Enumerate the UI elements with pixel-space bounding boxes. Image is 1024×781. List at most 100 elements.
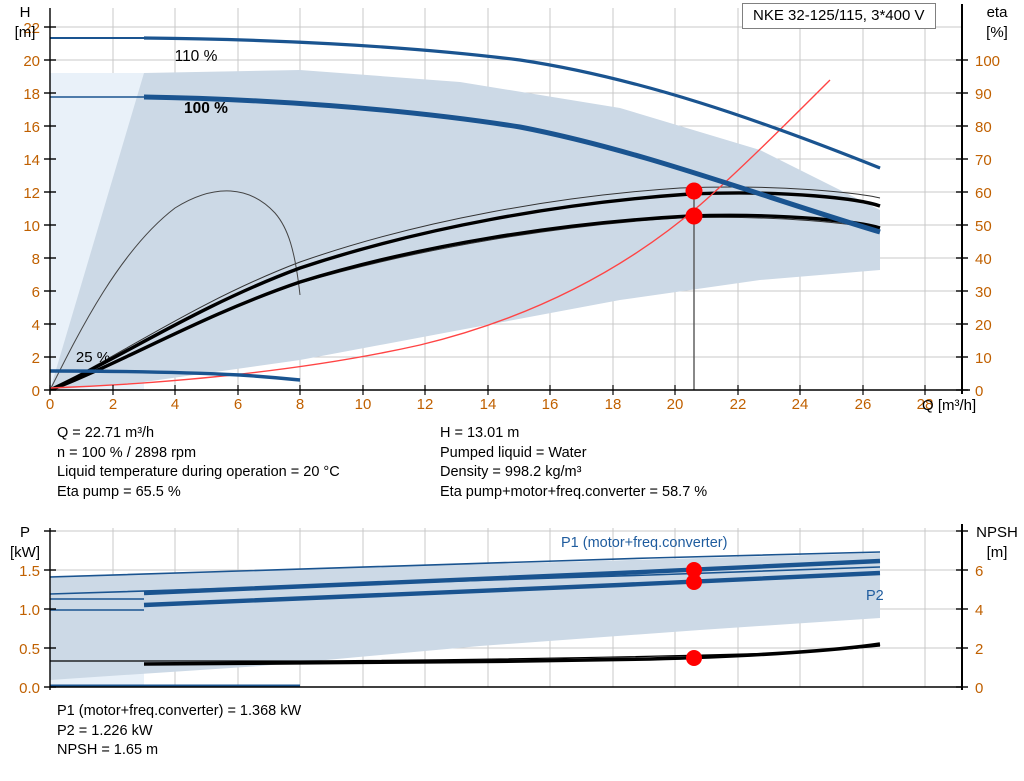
svg-text:18: 18 [23,86,40,103]
svg-text:18: 18 [605,396,622,413]
curve-head-low-speed [50,369,301,382]
y-axis-title-p-line2: [kW] [10,544,40,561]
info-block-left: Q = 22.71 m³/h n = 100 % / 2898 rpm Liqu… [57,424,340,502]
y-axis-title-p-line1: P [20,524,30,541]
curve-p2-100 [143,570,881,608]
power-npsh-chart: 0.0 0.5 1.0 1.5 0 2 4 6 [0,520,1024,700]
operating-point-head [685,182,703,200]
curve-p1-100 [143,558,881,596]
x-axis-title-q: Q [m³/h] [922,397,976,414]
curve-head-110-thick [143,36,881,170]
y-axis-title-h-line1: H [20,4,31,21]
info-p1: P1 (motor+freq.converter) = 1.368 kW [57,703,302,719]
svg-text:14: 14 [23,152,40,169]
svg-text:80: 80 [975,119,992,136]
curve-eta-thin-upper [50,186,881,390]
head-chart-svg: 0 2 4 6 8 10 12 14 16 18 20 22 [15,4,1009,414]
svg-text:10: 10 [23,218,40,235]
info-block-bottom: P1 (motor+freq.converter) = 1.368 kW P2 … [57,702,301,761]
y-axis-title-h-line2: [m] [15,24,36,41]
svg-text:20: 20 [667,396,684,413]
y-ticks-left-bottom: 0.0 0.5 1.0 1.5 [19,530,56,697]
svg-text:4: 4 [975,602,983,619]
info-etapump: Eta pump = 65.5 % [57,483,181,500]
svg-text:40: 40 [975,251,992,268]
svg-text:50: 50 [975,218,992,235]
svg-text:16: 16 [23,119,40,136]
svg-text:10: 10 [355,396,372,413]
svg-text:0.5: 0.5 [19,641,40,658]
svg-text:4: 4 [171,396,179,413]
annotation-110-percent: 110 % [175,48,218,65]
svg-text:12: 12 [23,185,40,202]
svg-text:1.0: 1.0 [19,602,40,619]
info-temp: Liquid temperature during operation = 20… [57,464,340,480]
svg-text:14: 14 [480,396,497,413]
y-axis-title-npsh-line2: [m] [987,544,1008,561]
power-chart-svg: 0.0 0.5 1.0 1.5 0 2 4 6 [10,524,1018,697]
curve-eta-total [50,213,881,390]
info-q: Q = 22.71 m³/h [57,425,155,441]
y-ticks-right-bottom: 0 2 4 6 [956,530,983,697]
svg-text:24: 24 [792,396,809,413]
info-block-right: H = 13.01 m Pumped liquid = Water Densit… [440,424,707,502]
svg-text:6: 6 [975,563,983,580]
model-title-box: NKE 32-125/115, 3*400 V [742,3,936,29]
head-efficiency-chart: 0 2 4 6 8 10 12 14 16 18 20 22 [15,3,1009,414]
svg-text:20: 20 [975,317,992,334]
curve-eta-pump [50,191,881,390]
legend-p2: P2 [866,588,884,604]
svg-text:8: 8 [32,251,40,268]
y-ticks-left-top: 0 2 4 6 8 10 12 14 16 18 20 22 [23,20,56,400]
curve-npsh [143,642,881,666]
svg-text:20: 20 [23,53,40,70]
curve-p1-110 [50,551,881,578]
svg-text:1.5: 1.5 [19,563,40,580]
svg-text:28: 28 [917,396,934,413]
svg-text:0.0: 0.0 [19,680,40,697]
svg-text:12: 12 [417,396,434,413]
info-n: n = 100 % / 2898 rpm [57,444,197,461]
svg-text:10: 10 [975,350,992,367]
annotation-100-percent: 100 % [184,100,228,117]
model-title-text: NKE 32-125/115, 3*400 V [753,7,925,24]
operating-point-eta [685,207,703,225]
svg-text:26: 26 [855,396,872,413]
svg-text:70: 70 [975,152,992,169]
svg-text:4: 4 [32,317,40,334]
info-etatotal: Eta pump+motor+freq.converter = 58.7 % [440,483,708,500]
svg-text:2: 2 [975,641,983,658]
info-h: H = 13.01 m [440,425,520,441]
y-axis-title-npsh-line1: NPSH [976,524,1018,541]
y-axis-title-eta-line2: [%] [986,24,1008,41]
info-liquid: Pumped liquid = Water [440,444,587,461]
band-duty-top [50,70,880,390]
x-ticks-top: 0 2 4 6 8 10 12 14 16 18 20 22 24 26 28 [46,385,934,413]
svg-text:2: 2 [32,350,40,367]
svg-text:6: 6 [234,396,242,413]
info-npsh: NPSH = 1.65 m [57,742,159,758]
svg-text:22: 22 [730,396,747,413]
y-axis-title-eta-line1: eta [987,4,1009,21]
svg-text:60: 60 [975,185,992,202]
curve-head-100 [143,94,881,235]
info-p2: P2 = 1.226 kW [57,722,153,739]
y-ticks-right-top: 0 10 20 30 40 50 60 70 80 90 100 [956,53,1000,400]
svg-text:6: 6 [32,284,40,301]
svg-text:100: 100 [975,53,1000,70]
svg-text:0: 0 [975,680,983,697]
curve-red-system [50,79,831,389]
svg-text:30: 30 [975,284,992,301]
legend-p1: P1 (motor+freq.converter) [561,535,727,551]
operating-point-npsh [686,650,702,666]
svg-text:0: 0 [975,383,983,400]
operating-point-p2 [686,574,702,590]
info-density: Density = 998.2 kg/m³ [440,464,582,480]
svg-text:22: 22 [23,20,40,37]
svg-text:0: 0 [46,396,54,413]
curve-eta-25-arc [50,190,301,390]
annotation-25-percent: 25 % [76,349,110,366]
svg-text:0: 0 [32,383,40,400]
svg-text:16: 16 [542,396,559,413]
